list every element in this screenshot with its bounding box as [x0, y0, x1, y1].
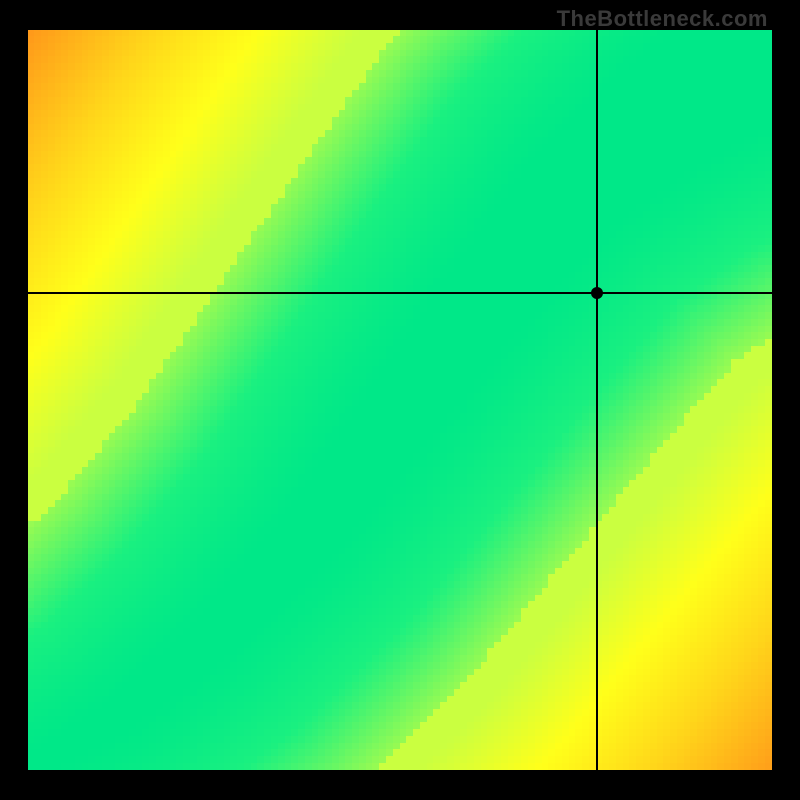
crosshair-marker	[591, 287, 603, 299]
crosshair-vertical	[596, 30, 598, 770]
watermark-text: TheBottleneck.com	[557, 6, 768, 32]
crosshair-horizontal	[28, 292, 772, 294]
chart-container: TheBottleneck.com	[0, 0, 800, 800]
plot-frame	[28, 30, 772, 770]
heatmap-canvas	[28, 30, 772, 770]
plot-area	[28, 30, 772, 770]
